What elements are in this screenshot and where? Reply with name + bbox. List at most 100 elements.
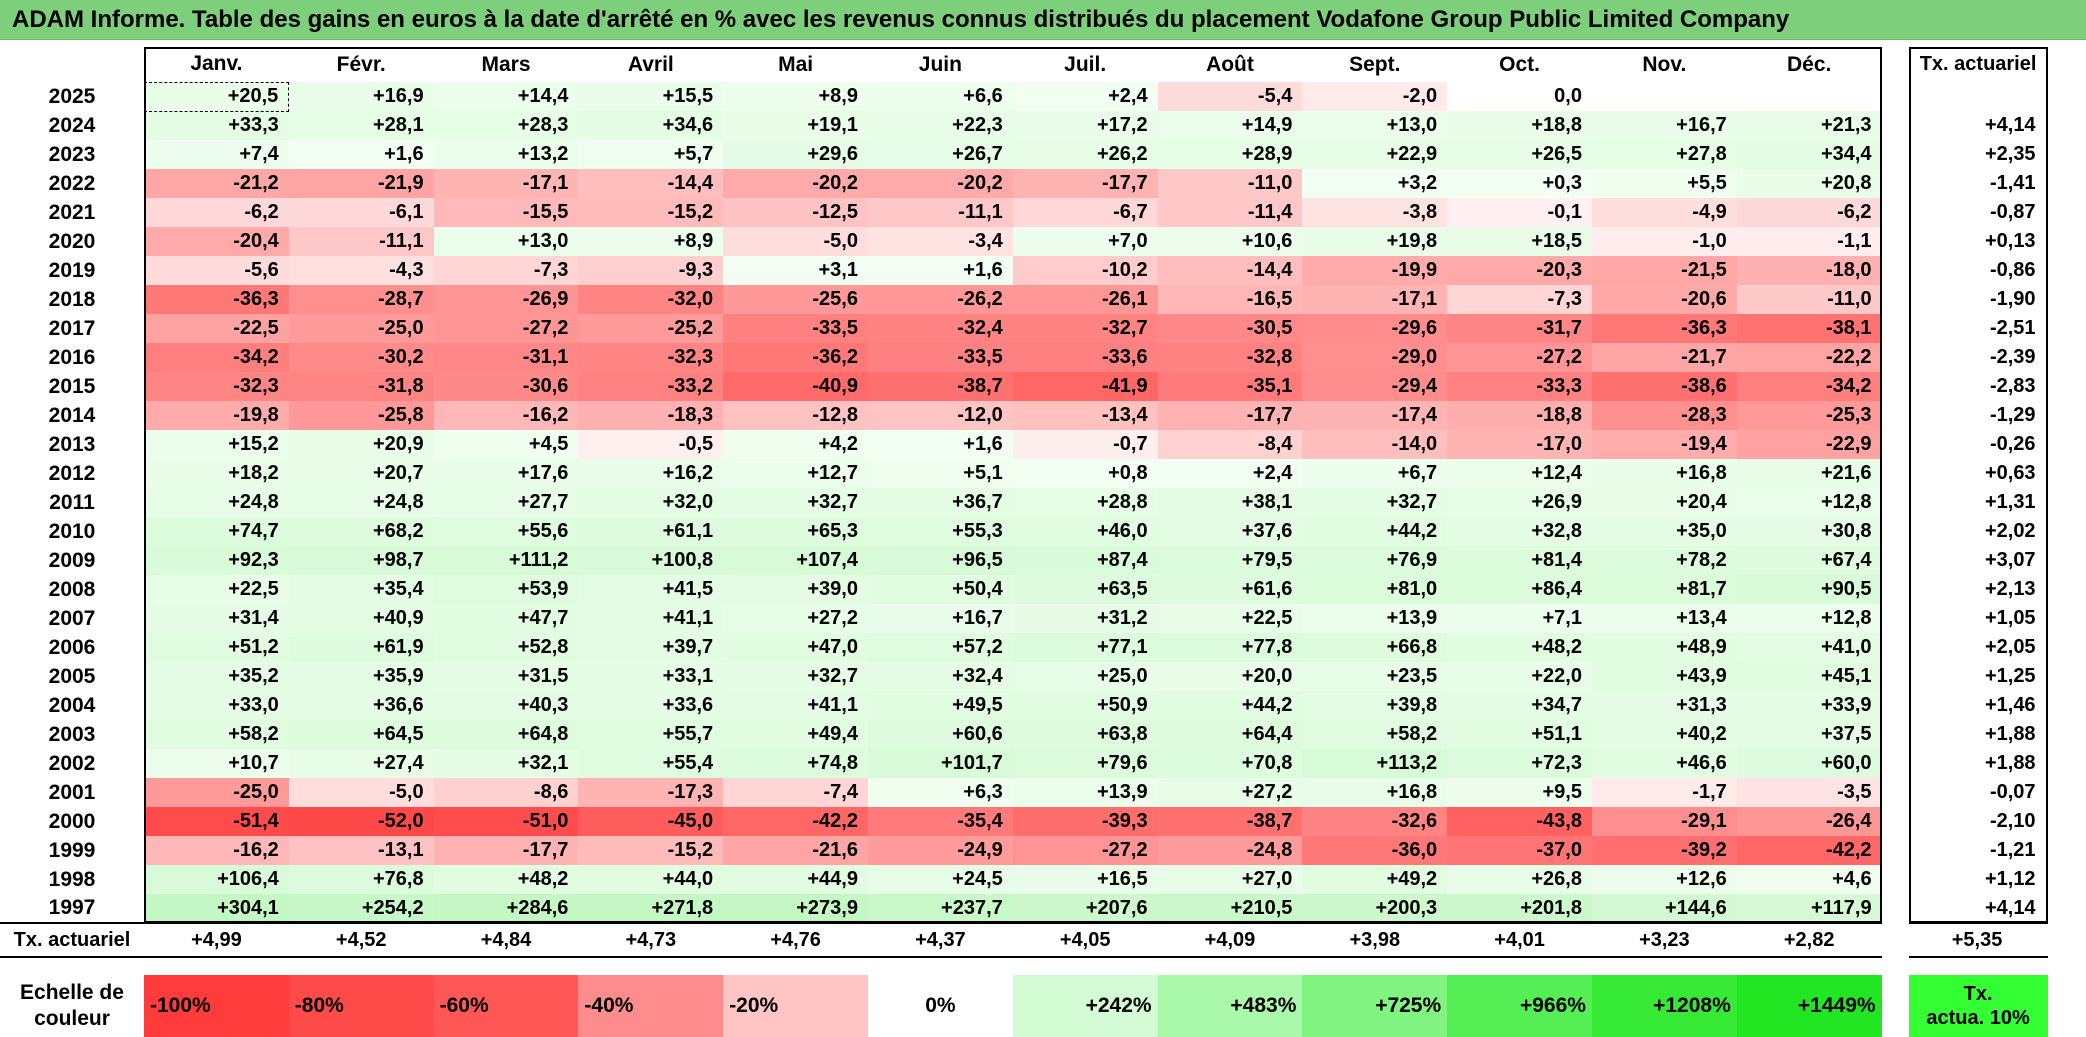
gain-cell: -13,4 xyxy=(1012,401,1158,430)
gain-cell: -13,1 xyxy=(288,836,434,865)
gain-cell: -14,0 xyxy=(1302,430,1448,459)
gain-cell: +27,2 xyxy=(723,604,868,633)
gain-cell: +36,6 xyxy=(288,691,434,720)
gain-cell: +101,7 xyxy=(867,749,1013,778)
gain-cell: +26,7 xyxy=(867,140,1013,169)
gain-cell: +64,4 xyxy=(1157,720,1303,749)
gain-cell: -11,1 xyxy=(867,198,1013,227)
year-label: 2006 xyxy=(48,635,96,659)
table-row: 2003 +58,2 +64,5 +64,8 +55,7 +49,4 +60,6 +63,8 +… xyxy=(0,720,2048,749)
month-header: Oct. xyxy=(1499,52,1540,76)
gain-cell: -17,3 xyxy=(578,778,724,807)
gain-cell: +18,5 xyxy=(1447,227,1592,256)
gain-cell: -25,0 xyxy=(144,778,289,807)
gain-cell: -45,0 xyxy=(578,807,724,836)
gain-cell: -25,0 xyxy=(288,314,434,343)
gain-cell: +32,7 xyxy=(723,662,868,691)
gain-cell: +31,2 xyxy=(1012,604,1158,633)
annual-rate-cell: -2,10 xyxy=(1989,810,2036,832)
year-label: 2024 xyxy=(48,113,96,137)
gain-cell: +200,3 xyxy=(1302,894,1448,923)
gain-cell: -32,0 xyxy=(578,285,724,314)
gain-cell: +70,8 xyxy=(1157,749,1303,778)
column-separator xyxy=(1882,111,1909,140)
gain-cell: +33,1 xyxy=(578,662,724,691)
gain-cell: -11,4 xyxy=(1157,198,1303,227)
gain-cell: +5,7 xyxy=(578,140,724,169)
gain-cell: +16,8 xyxy=(1591,459,1737,488)
gain-cell: +27,7 xyxy=(433,488,579,517)
column-separator xyxy=(1882,575,1909,604)
column-separator xyxy=(1882,459,1909,488)
gain-cell: +26,8 xyxy=(1447,865,1592,894)
gain-cell: +100,8 xyxy=(578,546,724,575)
gain-cell: -25,3 xyxy=(1736,401,1882,430)
column-separator xyxy=(1882,865,1909,894)
gain-cell: -11,0 xyxy=(1736,285,1882,314)
gain-cell: +35,4 xyxy=(288,575,434,604)
gain-cell: -18,8 xyxy=(1447,401,1592,430)
gains-table: Janv. Févr. Mars Avril Mai Juin Juil. Août Sept.… xyxy=(0,47,2048,958)
gain-cell: -32,6 xyxy=(1302,807,1448,836)
gain-cell: -16,5 xyxy=(1157,285,1303,314)
gain-cell: +14,9 xyxy=(1157,111,1303,140)
gain-cell: +60,0 xyxy=(1736,749,1882,778)
gain-cell: +41,0 xyxy=(1736,633,1882,662)
table-row: 2015 -32,3 -31,8 -30,6 -33,2 -40,9 -38,7 -41,9-… xyxy=(0,372,2048,401)
gain-cell: +31,5 xyxy=(433,662,579,691)
gain-cell: +72,3 xyxy=(1447,749,1592,778)
table-row: 2017 -22,5 -25,0 -27,2 -25,2 -33,5 -32,4 -32,7-… xyxy=(0,314,2048,343)
gain-cell: +7,0 xyxy=(1012,227,1158,256)
gain-cell: +207,6 xyxy=(1012,894,1158,923)
gain-cell: -3,5 xyxy=(1736,778,1882,807)
gain-cell xyxy=(1591,82,1737,111)
gain-cell: -31,1 xyxy=(433,343,579,372)
gain-cell: +34,6 xyxy=(578,111,724,140)
table-row: 2004 +33,0 +36,6 +40,3 +33,6 +41,1 +49,5 +50,9 +… xyxy=(0,691,2048,720)
gain-cell: -34,2 xyxy=(144,343,289,372)
gain-cell: -6,1 xyxy=(288,198,434,227)
gain-cell: +21,3 xyxy=(1736,111,1882,140)
gain-cell: +40,9 xyxy=(288,604,434,633)
annual-rate-cell: +1,12 xyxy=(1984,868,2036,890)
gain-cell: +9,5 xyxy=(1447,778,1592,807)
year-label: 2008 xyxy=(48,577,96,601)
gain-cell: -30,6 xyxy=(433,372,579,401)
gain-cell: +20,8 xyxy=(1736,169,1882,198)
gain-cell: +237,7 xyxy=(867,894,1013,923)
gain-cell: +22,3 xyxy=(867,111,1013,140)
month-header: Mars xyxy=(481,52,531,76)
column-separator xyxy=(1882,517,1909,546)
gain-cell: +8,9 xyxy=(578,227,724,256)
gain-cell: +3,1 xyxy=(723,256,868,285)
column-separator xyxy=(1882,430,1909,459)
gain-cell: -19,8 xyxy=(144,401,289,430)
gain-cell: -6,2 xyxy=(1736,198,1882,227)
gain-cell: +28,8 xyxy=(1012,488,1158,517)
gain-cell: -19,9 xyxy=(1302,256,1448,285)
year-label: 2023 xyxy=(48,142,96,166)
annualized-rate-cell: +3,98 xyxy=(1302,922,1448,958)
annual-rate-cell: +2,35 xyxy=(1984,143,2036,165)
annual-rate-cell: -0,26 xyxy=(1989,433,2036,455)
table-row: 2010 +74,7 +68,2 +55,6 +61,1 +65,3 +55,3 +46,0 +… xyxy=(0,517,2048,546)
gain-cell: +32,7 xyxy=(723,488,868,517)
annualized-rate-cell: +4,99 xyxy=(144,922,289,958)
gain-cell: +53,9 xyxy=(433,575,579,604)
gain-cell: +49,2 xyxy=(1302,865,1448,894)
table-row: 2009 +92,3 +98,7 +111,2 +100,8 +107,4 +96,5 +87… xyxy=(0,546,2048,575)
gain-cell: +24,8 xyxy=(288,488,434,517)
color-scale-swatch: -20% xyxy=(723,975,868,1037)
color-scale-swatch: +966% xyxy=(1447,975,1592,1037)
annual-rate-cell: +2,02 xyxy=(1984,520,2036,542)
gains-table-body: 2025 +20,5 +16,9 +14,4 +15,5 +8,9 +6,6 +2,4 -5,4… xyxy=(0,81,2048,958)
gain-cell: -11,1 xyxy=(288,227,434,256)
gain-cell: -17,4 xyxy=(1302,401,1448,430)
gain-cell: -4,3 xyxy=(288,256,434,285)
color-scale-swatch: +1208% xyxy=(1591,975,1737,1037)
annualized-rate-cell: +2,82 xyxy=(1736,922,1882,958)
gain-cell: +52,8 xyxy=(433,633,579,662)
table-row: 2016 -34,2 -30,2 -31,1 -32,3 -36,2 -33,5 -33,6-… xyxy=(0,343,2048,372)
gain-cell: +20,9 xyxy=(288,430,434,459)
gain-cell: -17,7 xyxy=(1012,169,1158,198)
